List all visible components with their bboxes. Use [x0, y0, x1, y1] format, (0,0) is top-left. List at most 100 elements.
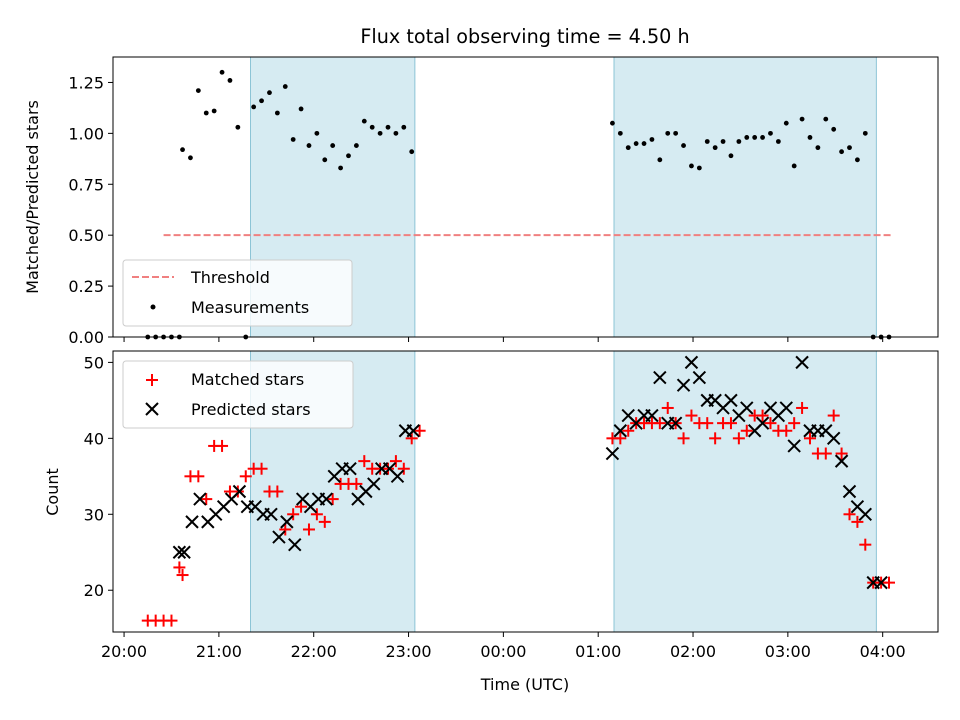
predicted-stars-points [172, 355, 888, 590]
x-tick-label: 23:00 [385, 642, 431, 661]
matched-star-point [176, 569, 189, 582]
matched-star-point [614, 432, 627, 445]
bottom-y-tick-label: 30 [84, 505, 104, 524]
top-y-tick-label: 1.00 [68, 124, 104, 143]
top-legend-box [122, 259, 353, 327]
predicted-star-point [406, 424, 420, 438]
bottom-axes-frame [112, 350, 939, 633]
matched-star-point [780, 424, 793, 437]
predicted-star-point [343, 462, 357, 476]
predicted-star-point [367, 477, 381, 491]
measurement-point [696, 165, 702, 171]
predicted-star-point [177, 545, 191, 559]
measurement-point [760, 135, 765, 140]
measurement-point [322, 157, 328, 163]
predicted-star-point [668, 416, 683, 430]
predicted-star-point [858, 507, 873, 521]
matched-star-point [318, 515, 331, 528]
predicted-star-point [842, 484, 857, 499]
matched-star-point [405, 432, 418, 445]
measurement-point [673, 130, 679, 136]
legend-matched-swatch [146, 374, 158, 386]
top-y-axis-label: Matched/Predicted stars [23, 100, 42, 294]
predicted-star-point [684, 355, 699, 370]
predicted-star-point [613, 424, 628, 438]
measurement-point [195, 88, 201, 93]
matched-star-point [788, 417, 801, 430]
predicted-star-point [288, 537, 302, 552]
measurement-point [298, 106, 304, 112]
matched-stars-points [141, 401, 896, 627]
matched-star-point [859, 538, 872, 551]
predicted-star-point [185, 515, 199, 529]
measurement-point [854, 157, 860, 163]
matched-star-point [397, 462, 410, 475]
measurement-point [807, 135, 813, 140]
measurement-point [377, 130, 383, 136]
predicted-star-point [676, 378, 691, 392]
matched-star-point [740, 424, 753, 437]
bottom-y-axis-label: Count [43, 468, 62, 516]
measurement-point [775, 139, 781, 144]
matched-star-point [732, 432, 745, 445]
predicted-star-point [319, 492, 334, 506]
bottom-y-tick-label: 20 [84, 581, 104, 600]
predicted-star-point [280, 515, 294, 529]
measurement-point [689, 163, 694, 169]
measurement-point [401, 124, 407, 130]
measurement-point [338, 165, 343, 171]
matched-star-point [165, 614, 178, 627]
predicted-star-point [724, 393, 738, 408]
matched-star-point [358, 455, 371, 468]
predicted-star-point [390, 469, 405, 484]
measurement-point [728, 153, 734, 159]
matched-star-point [709, 432, 722, 445]
predicted-star-point [264, 507, 278, 521]
legend-predicted-swatch [145, 402, 159, 416]
matched-star-point [835, 447, 848, 460]
legend-measurements-label: Measurements [191, 298, 309, 317]
predicted-star-point [826, 431, 841, 446]
matched-star-point [192, 470, 205, 483]
matched-star-point [302, 523, 315, 536]
matched-star-point [350, 477, 363, 490]
predicted-star-point [874, 575, 888, 590]
measurement-point [385, 124, 391, 130]
measurement-point [346, 153, 351, 159]
top-y-tick-label: 1.25 [68, 73, 104, 92]
matched-star-point [827, 409, 840, 422]
x-axis-label: Time (UTC) [480, 675, 569, 694]
bottom-axis-ticks: 20:00 21:00 22:00 23:00 00:00 01:00 02:00 03:00… [84, 353, 906, 661]
matched-star-point [819, 447, 832, 460]
bottom-legend-box [122, 360, 354, 429]
measurement-point [314, 130, 320, 136]
matched-star-point [200, 493, 213, 506]
matched-star-point [326, 493, 339, 506]
matched-star-point [310, 508, 323, 521]
matched-star-point [287, 508, 300, 521]
measurement-point [862, 130, 868, 136]
matched-star-point [796, 401, 809, 414]
measurement-point [227, 78, 233, 83]
shaded-interval-2 [613, 56, 877, 338]
top-axes-frame [112, 56, 939, 338]
measurement-point [306, 143, 312, 148]
measurement-point [839, 149, 844, 155]
measurement-point [188, 155, 193, 161]
matched-star-point [701, 417, 714, 430]
shaded-interval-2 [613, 350, 877, 633]
x-tick-label: 04:00 [860, 642, 906, 661]
measurement-point [744, 135, 750, 140]
predicted-star-point [653, 370, 667, 385]
predicted-star-point [779, 401, 793, 415]
measurement-point [783, 120, 789, 126]
matched-star-point [724, 417, 737, 430]
matched-star-point [413, 424, 426, 437]
measurement-point [180, 147, 185, 153]
measurement-point [267, 90, 272, 96]
matched-star-point [756, 409, 769, 422]
matched-star-point [295, 500, 308, 513]
matched-star-point [764, 417, 777, 430]
measurement-point [274, 110, 280, 116]
